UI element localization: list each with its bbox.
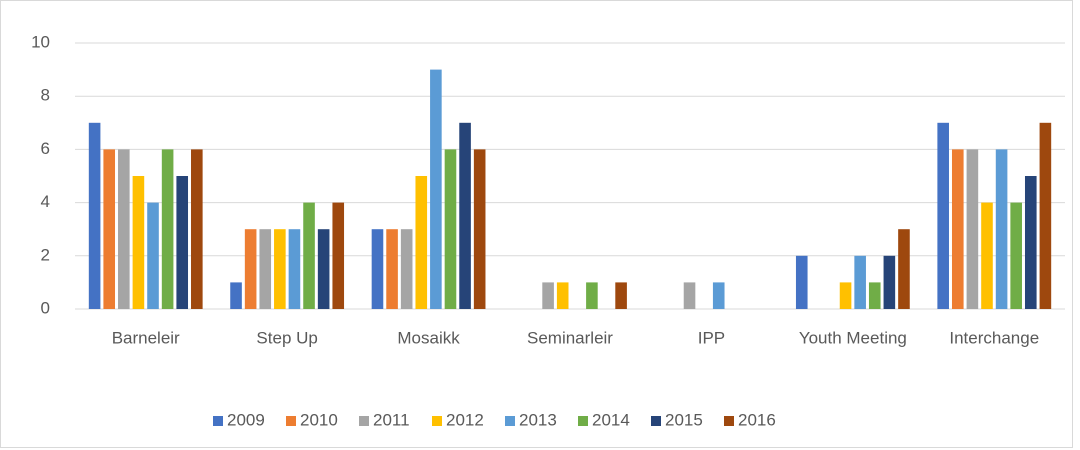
bar xyxy=(712,282,725,309)
legend-swatch xyxy=(578,416,588,426)
y-tick-label: 0 xyxy=(41,298,50,317)
bar xyxy=(118,149,130,309)
legend-swatch xyxy=(359,416,369,426)
bar xyxy=(937,122,949,309)
bar xyxy=(966,149,979,309)
bar xyxy=(132,176,145,309)
bar xyxy=(317,229,330,309)
legend-label: 2012 xyxy=(446,410,484,429)
y-tick-label: 4 xyxy=(41,192,50,211)
legend-label: 2011 xyxy=(373,410,410,429)
legend-swatch xyxy=(651,416,661,426)
legend-swatch xyxy=(286,416,296,426)
bar xyxy=(839,282,852,309)
bar xyxy=(615,282,627,309)
bar xyxy=(868,282,881,309)
bar xyxy=(430,69,442,309)
bar xyxy=(103,149,116,309)
legend-label: 2014 xyxy=(592,410,630,429)
legend-label: 2015 xyxy=(665,410,703,429)
legend-swatch xyxy=(213,416,223,426)
bar xyxy=(415,176,428,309)
bar xyxy=(459,122,471,309)
bar xyxy=(795,255,808,309)
y-tick-label: 6 xyxy=(41,139,50,158)
bar xyxy=(444,149,457,309)
legend-swatch xyxy=(432,416,442,426)
legend-label: 2010 xyxy=(300,410,338,429)
bar xyxy=(854,255,866,309)
y-tick-label: 8 xyxy=(41,86,50,105)
y-tick-label: 2 xyxy=(41,245,50,264)
bar xyxy=(176,176,189,309)
bar xyxy=(586,282,598,309)
bar xyxy=(1024,176,1037,309)
bar xyxy=(898,229,910,309)
x-tick-label: Mosaikk xyxy=(397,328,460,347)
bar xyxy=(473,149,486,309)
bar xyxy=(274,229,286,309)
bar xyxy=(371,229,384,309)
legend-swatch xyxy=(724,416,734,426)
bar xyxy=(230,282,242,309)
bar xyxy=(542,282,554,309)
bar xyxy=(259,229,272,309)
bar xyxy=(400,229,413,309)
legend-label: 2009 xyxy=(227,410,265,429)
bar xyxy=(332,202,345,309)
bar xyxy=(244,229,257,309)
x-tick-label: Youth Meeting xyxy=(799,328,907,347)
bar xyxy=(556,282,569,309)
legend-swatch xyxy=(505,416,515,426)
bar xyxy=(303,202,315,309)
bar xyxy=(288,229,301,309)
bar xyxy=(1010,202,1022,309)
bar xyxy=(386,229,398,309)
y-tick-label: 10 xyxy=(31,32,50,51)
legend-label: 2016 xyxy=(738,410,776,429)
bar xyxy=(147,202,159,309)
bar xyxy=(883,255,896,309)
bar xyxy=(951,149,964,309)
x-tick-label: IPP xyxy=(698,328,725,347)
x-tick-label: Barneleir xyxy=(112,328,180,347)
bar xyxy=(995,149,1008,309)
bar xyxy=(683,282,696,309)
bar xyxy=(88,122,101,309)
legend-label: 2013 xyxy=(519,410,557,429)
bar xyxy=(1039,122,1052,309)
x-tick-label: Interchange xyxy=(949,328,1039,347)
bar xyxy=(981,202,993,309)
x-tick-label: Seminarleir xyxy=(527,328,613,347)
bar xyxy=(161,149,174,309)
x-tick-label: Step Up xyxy=(256,328,317,347)
bar xyxy=(191,149,203,309)
